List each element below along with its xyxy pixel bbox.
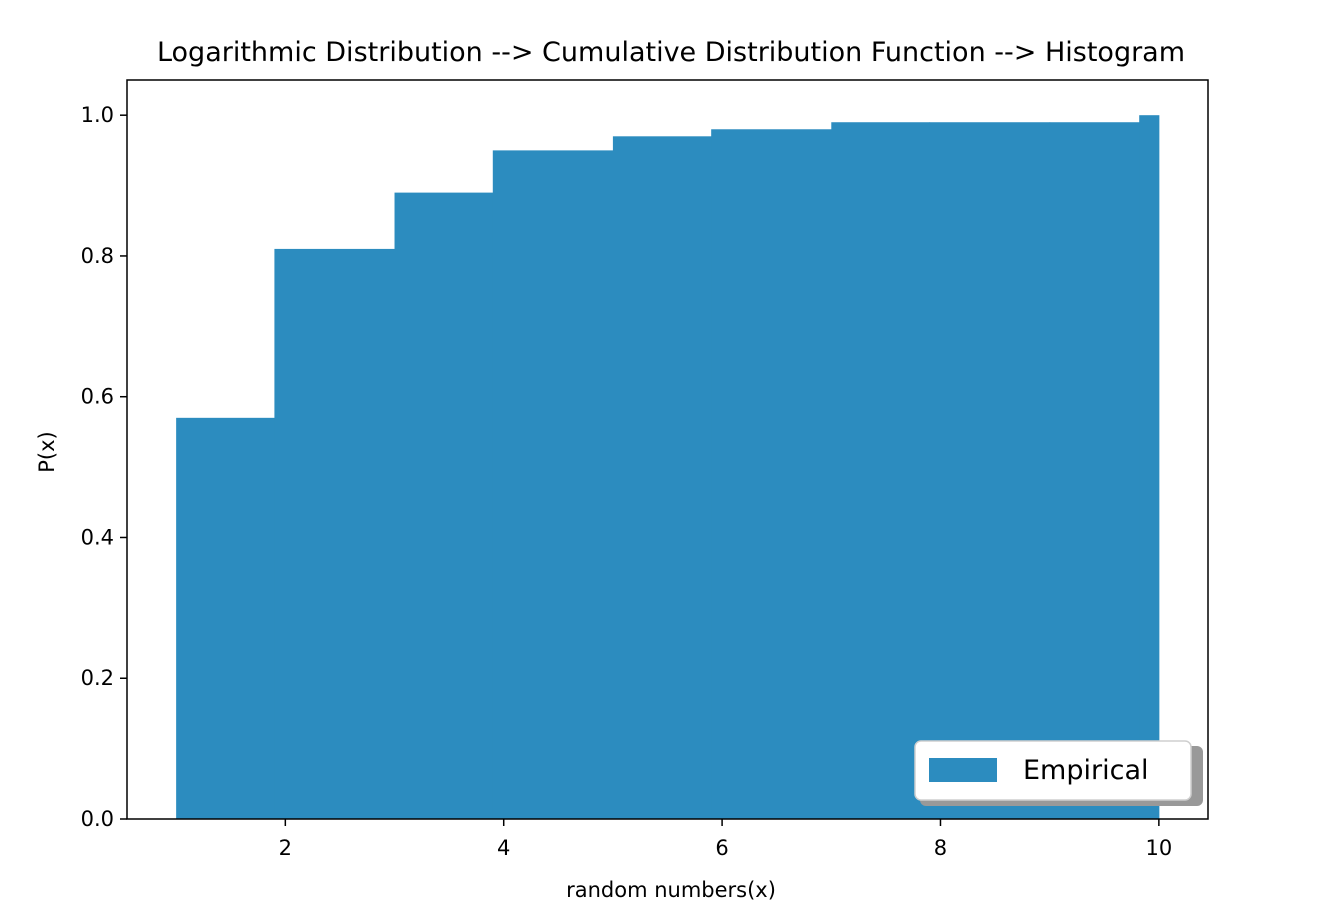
x-tick-label: 8 xyxy=(934,836,947,860)
x-tick-label: 4 xyxy=(497,836,510,860)
plot-frame xyxy=(126,79,1209,820)
x-tick-label: 2 xyxy=(279,836,292,860)
histogram-bar xyxy=(176,417,275,819)
y-tick-label: 0.6 xyxy=(81,385,114,409)
legend-box xyxy=(914,740,1192,801)
histogram-bar xyxy=(831,122,931,819)
x-tick-label: 10 xyxy=(1145,836,1172,860)
y-axis-label: P(x) xyxy=(35,431,59,472)
histogram-bar xyxy=(612,136,712,820)
histogram-bar xyxy=(711,129,832,819)
y-tick-label: 0.2 xyxy=(81,666,114,690)
chart-title: Logarithmic Distribution --> Cumulative … xyxy=(157,37,1185,68)
histogram-bar xyxy=(492,150,614,819)
x-tick-label: 6 xyxy=(715,836,728,860)
legend-label: Empirical xyxy=(1023,755,1149,786)
x-axis: 2 4 6 8 10 xyxy=(279,819,1172,860)
y-tick-label: 0.4 xyxy=(81,525,114,549)
legend-swatch xyxy=(929,758,997,782)
histogram-bar xyxy=(274,248,396,819)
histogram-bars xyxy=(176,115,1160,820)
legend: Empirical xyxy=(914,740,1203,806)
histogram-bar xyxy=(929,122,1051,819)
histogram-bar xyxy=(1139,115,1160,819)
y-axis: 0.0 0.2 0.4 0.6 0.8 1.0 xyxy=(81,103,127,831)
histogram-bar xyxy=(394,192,494,820)
y-tick-label: 0.0 xyxy=(81,807,114,831)
x-axis-label: random numbers(x) xyxy=(566,878,776,902)
histogram-bar xyxy=(1049,122,1140,819)
y-tick-label: 1.0 xyxy=(81,103,114,127)
y-tick-label: 0.8 xyxy=(81,244,114,268)
